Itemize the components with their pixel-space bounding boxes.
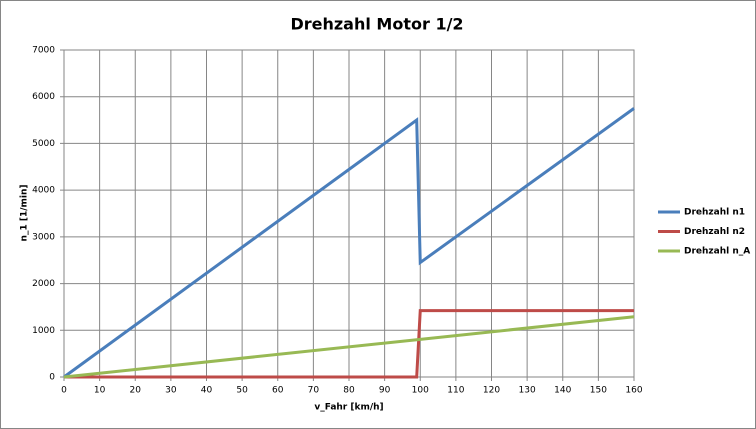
x-tick-label: 80 (343, 386, 355, 396)
x-tick-label: 20 (130, 386, 142, 396)
x-tick-label: 140 (554, 386, 571, 396)
legend-label: Drehzahl n1 (684, 208, 745, 218)
x-tick-label: 10 (94, 386, 106, 396)
x-tick-label: 60 (272, 386, 284, 396)
x-tick-label: 130 (519, 386, 536, 396)
x-tick-label: 120 (483, 386, 500, 396)
line-series (64, 309, 634, 379)
line-series (63, 315, 635, 379)
legend-label: Drehzahl n2 (684, 227, 745, 237)
y-tick-label: 5000 (32, 139, 55, 149)
y-tick-label: 7000 (32, 46, 55, 56)
x-tick-label: 150 (590, 386, 607, 396)
x-tick-label: 50 (236, 386, 248, 396)
y-tick-label: 1000 (32, 326, 55, 336)
legend-label: Drehzahl n_A (684, 247, 750, 257)
x-tick-label: 110 (447, 386, 464, 396)
x-axis-label: v_Fahr [km/h] (314, 403, 383, 413)
y-tick-label: 3000 (32, 232, 55, 242)
x-tick-label: 90 (379, 386, 391, 396)
line-series (63, 107, 635, 379)
x-tick-label: 70 (308, 386, 320, 396)
x-tick-label: 40 (201, 386, 213, 396)
y-tick-label: 0 (49, 373, 55, 383)
y-axis-label: n_1 [1/min] (20, 185, 30, 242)
x-tick-label: 0 (61, 386, 67, 396)
x-tick-label: 160 (625, 386, 642, 396)
x-tick-label: 30 (165, 386, 177, 396)
y-tick-label: 6000 (32, 92, 55, 102)
chart-title: Drehzahl Motor 1/2 (290, 15, 463, 34)
x-tick-label: 100 (412, 386, 429, 396)
y-tick-label: 4000 (32, 186, 55, 196)
y-tick-label: 2000 (32, 279, 55, 289)
